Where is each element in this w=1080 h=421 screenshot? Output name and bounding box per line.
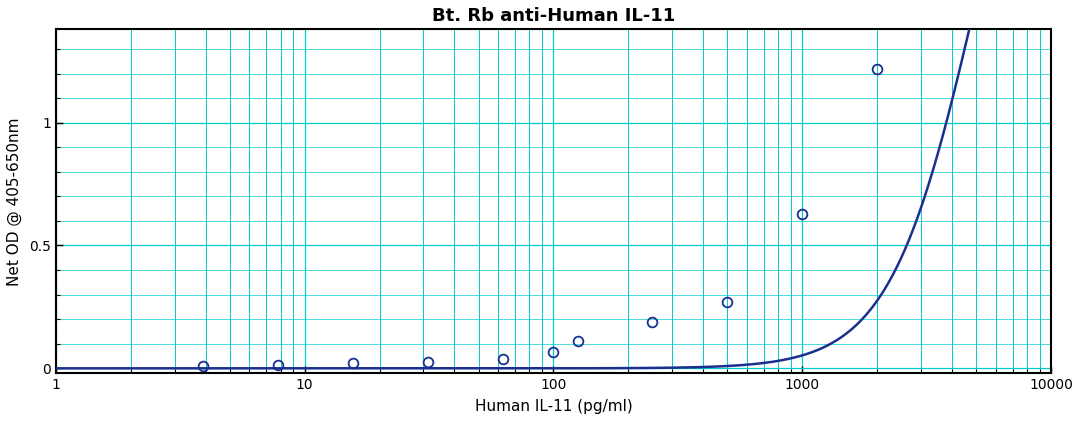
Y-axis label: Net OD @ 405-650nm: Net OD @ 405-650nm <box>6 117 23 285</box>
Title: Bt. Rb anti-Human IL-11: Bt. Rb anti-Human IL-11 <box>432 7 675 25</box>
X-axis label: Human IL-11 (pg/ml): Human IL-11 (pg/ml) <box>474 399 633 414</box>
